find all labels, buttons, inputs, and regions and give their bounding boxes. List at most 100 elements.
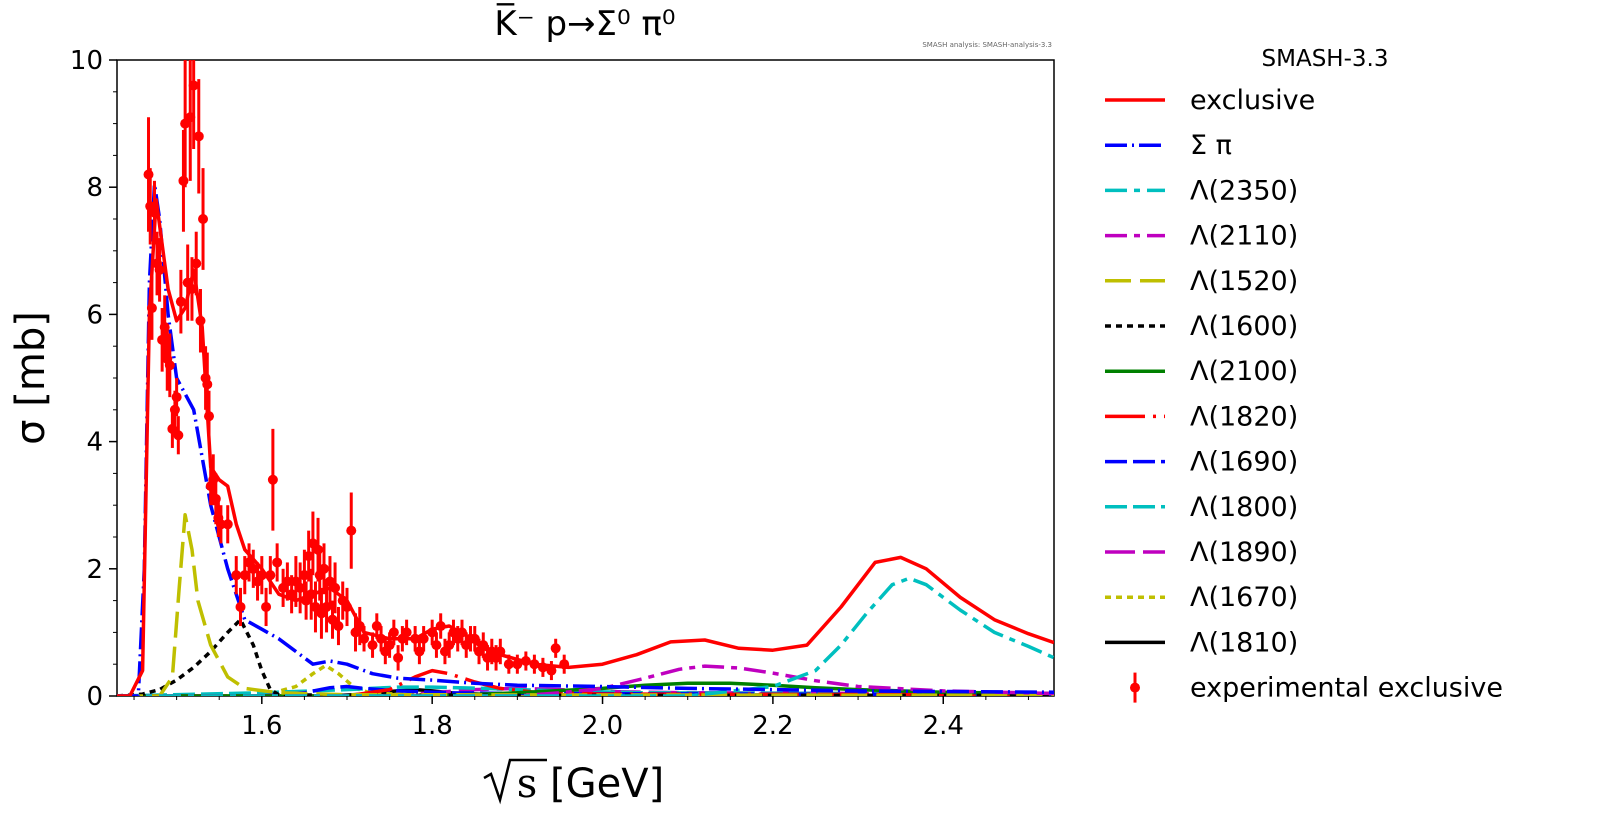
- series-line--: [117, 182, 1054, 696]
- exp-point: [354, 621, 365, 632]
- exp-point: [444, 640, 455, 651]
- exp-point: [330, 582, 341, 593]
- exp-point: [537, 662, 548, 673]
- legend-title: SMASH-3.3: [1262, 46, 1389, 72]
- exp-point: [239, 570, 250, 581]
- x-axis-label: s [GeV]: [483, 758, 664, 807]
- exp-point: [154, 264, 165, 275]
- exp-point: [164, 360, 175, 371]
- exp-point: [191, 258, 202, 269]
- exp-point: [235, 601, 246, 612]
- legend-label-exclusive: exclusive: [1190, 85, 1315, 116]
- y-axis: 0 2 4 6 8 10: [70, 46, 117, 712]
- x-axis-label-var: s: [517, 761, 538, 807]
- exp-point: [203, 411, 214, 422]
- exp-point: [256, 570, 267, 581]
- exp-point: [478, 640, 489, 651]
- exp-point: [149, 207, 160, 218]
- y-tick-label: 4: [86, 428, 103, 458]
- exp-point: [327, 614, 338, 625]
- legend-label--1690-: Λ(1690): [1190, 447, 1298, 478]
- exp-point: [306, 589, 317, 600]
- x-tick-label: 2.2: [752, 711, 793, 741]
- exp-point: [529, 659, 540, 670]
- legend-label--1520-: Λ(1520): [1190, 266, 1298, 297]
- legend-label--2110-: Λ(2110): [1190, 221, 1298, 252]
- exp-point: [388, 627, 399, 638]
- experimental-layer: [143, 60, 570, 681]
- exp-point: [282, 576, 293, 587]
- exp-point: [202, 379, 213, 390]
- exp-point: [435, 621, 446, 632]
- x-axis: 1.6 1.8 2.0 2.2 2.4: [133, 696, 1029, 741]
- exp-point: [512, 659, 523, 670]
- exp-point: [367, 640, 378, 651]
- exp-point: [503, 659, 514, 670]
- exp-point: [401, 627, 412, 638]
- exp-point: [318, 563, 329, 574]
- legend-label--1890-: Λ(1890): [1190, 537, 1298, 568]
- exp-point: [248, 563, 259, 574]
- exp-point: [520, 656, 531, 667]
- sqrt-sign-icon: [483, 758, 547, 805]
- exp-point: [456, 627, 467, 638]
- exp-point: [186, 283, 197, 294]
- exp-point: [559, 659, 570, 670]
- series-line--1520-: [117, 512, 1054, 696]
- exp-point: [410, 633, 421, 644]
- y-axis-label: σ [mb]: [8, 311, 54, 445]
- exp-point: [495, 646, 506, 657]
- legend-label--1670-: Λ(1670): [1190, 582, 1298, 613]
- y-tick-label: 8: [86, 173, 103, 203]
- legend-label--: Σ π: [1190, 130, 1232, 161]
- exp-point: [333, 621, 344, 632]
- series-line--1600-: [117, 617, 1054, 696]
- legend-label--1810-: Λ(1810): [1190, 627, 1298, 658]
- exp-point: [143, 169, 154, 180]
- exp-point: [175, 296, 186, 307]
- exp-point: [272, 557, 283, 568]
- exp-point: [188, 80, 199, 91]
- exp-point: [431, 640, 442, 651]
- series-line-exclusive: [117, 198, 1054, 696]
- exp-point: [313, 544, 324, 555]
- legend-label--1820-: Λ(1820): [1190, 401, 1298, 432]
- chart-title: K̅⁻ p→Σ⁰ π⁰: [494, 3, 675, 44]
- exp-point: [303, 551, 314, 562]
- exp-point: [376, 633, 387, 644]
- legend-label--1800-: Λ(1800): [1190, 492, 1298, 523]
- series-line--2350-: [117, 576, 1054, 696]
- exp-point: [286, 589, 297, 600]
- legend-label--1600-: Λ(1600): [1190, 311, 1298, 342]
- series-line--2110-: [117, 664, 1054, 696]
- exp-point: [267, 474, 278, 485]
- exp-point: [310, 601, 321, 612]
- y-tick-label: 6: [86, 300, 103, 330]
- exp-point: [173, 430, 184, 441]
- y-tick-label: 0: [86, 682, 103, 712]
- exp-point: [546, 665, 557, 676]
- legend-label-experimental: experimental exclusive: [1190, 673, 1503, 704]
- legend: exclusive Σ π Λ(2350) Λ(2110) Λ(1520) Λ(1600)…: [1105, 85, 1503, 704]
- exp-point: [469, 633, 480, 644]
- y-tick-label: 10: [70, 46, 103, 76]
- exp-point: [146, 303, 157, 314]
- exp-point: [371, 621, 382, 632]
- legend-swatch-exp-point: [1130, 682, 1140, 693]
- exp-point: [418, 633, 429, 644]
- series-layer: [117, 182, 1054, 696]
- exp-point: [414, 646, 425, 657]
- exp-point: [171, 392, 182, 403]
- exp-point: [198, 214, 209, 224]
- exp-point: [384, 640, 395, 651]
- exp-point: [346, 525, 357, 536]
- exp-point: [231, 570, 242, 581]
- legend-label--2100-: Λ(2100): [1190, 356, 1298, 387]
- exp-point: [195, 315, 206, 326]
- exp-point: [359, 633, 370, 644]
- x-tick-label: 1.8: [411, 711, 452, 741]
- y-tick-label: 2: [86, 555, 103, 585]
- exp-point: [299, 570, 310, 581]
- exp-point: [427, 627, 438, 638]
